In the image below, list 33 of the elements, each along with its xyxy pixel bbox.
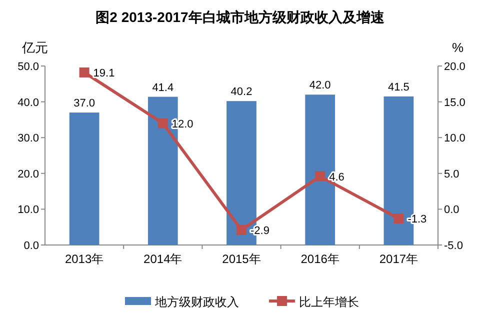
data-label: 37.0 — [74, 98, 96, 110]
x-tick-label: 2017年 — [379, 252, 418, 266]
data-label: 40.2 — [230, 86, 252, 98]
legend-label: 地方级财政收入 — [154, 295, 239, 309]
y2-tick-label: -5.0 — [444, 240, 463, 252]
x-tick-label: 2013年 — [64, 252, 104, 266]
y-tick-label: 10.0 — [18, 204, 39, 216]
y-tick-label: 20.0 — [18, 168, 39, 180]
y-tick-label: 0.0 — [24, 240, 39, 252]
x-tick-label: 2016年 — [300, 252, 340, 266]
y-tick-label: 30.0 — [18, 132, 39, 145]
x-tick-label: 2015年 — [222, 252, 261, 266]
y-axis-title: 亿元 — [21, 40, 48, 55]
data-label: 41.4 — [152, 82, 174, 94]
legend-label: 比上年增长 — [299, 295, 359, 309]
point — [236, 224, 246, 235]
point — [394, 214, 404, 224]
data-label: 42.0 — [309, 80, 331, 92]
y2-tick-label: 0.0 — [444, 204, 460, 216]
point — [158, 118, 168, 128]
y2-axis-title: % — [452, 40, 464, 55]
x-tick-label: 2014年 — [144, 252, 182, 266]
y-tick-label: 50.0 — [18, 61, 39, 73]
y-tick-label: 40.0 — [18, 96, 39, 109]
chart-title: 图2 2013-2017年白城市地方级财政收入及增速 — [96, 9, 386, 25]
y2-tick-label: 15.0 — [444, 96, 466, 109]
y2-tick-label: 10.0 — [444, 132, 466, 145]
data-label: 41.5 — [388, 81, 410, 94]
y2-tick-label: 5.0 — [444, 168, 460, 180]
point — [315, 171, 326, 182]
y2-tick-label: 20.0 — [444, 61, 466, 73]
point — [79, 67, 90, 78]
data-label: 19.1 — [93, 67, 115, 80]
